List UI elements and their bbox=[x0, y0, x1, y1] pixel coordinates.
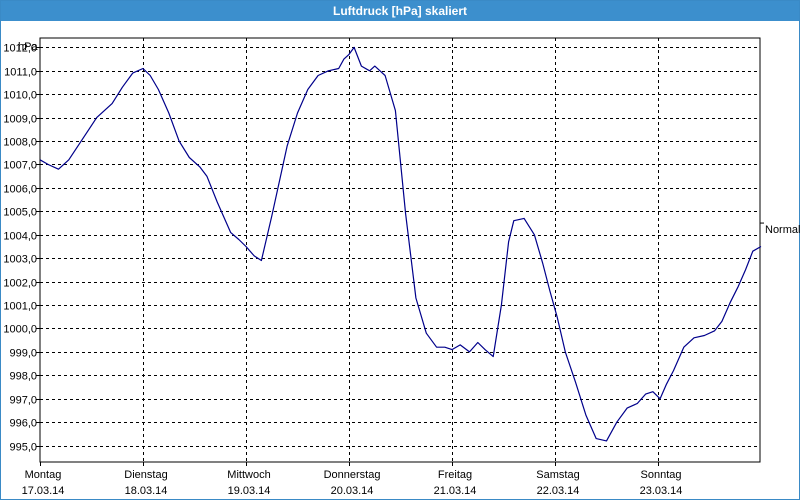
x-tick-label-date: 17.03.14 bbox=[22, 485, 65, 497]
y-tick-label: 1000,0 bbox=[3, 324, 37, 336]
y-tick-label: 999,0 bbox=[9, 348, 37, 360]
plot-frame bbox=[39, 37, 761, 463]
x-tick-label-date: 21.03.14 bbox=[434, 485, 477, 497]
reference-line-label: Normal bbox=[765, 224, 800, 236]
x-tick-label-day: Dienstag bbox=[124, 469, 167, 481]
y-tick-label: 1003,0 bbox=[3, 254, 37, 266]
y-tick-label: 1001,0 bbox=[3, 301, 37, 313]
y-tick-label: 1005,0 bbox=[3, 207, 37, 219]
x-tick-label-date: 18.03.14 bbox=[125, 485, 168, 497]
y-tick-label: 997,0 bbox=[9, 395, 37, 407]
y-tick-label: 1009,0 bbox=[3, 114, 37, 126]
y-tick-label: 1007,0 bbox=[3, 160, 37, 172]
y-axis-unit: hPa bbox=[18, 41, 38, 53]
y-tick-label: 996,0 bbox=[9, 418, 37, 430]
y-tick-label: 1008,0 bbox=[3, 137, 37, 149]
y-tick-label: 1011,0 bbox=[4, 67, 37, 79]
y-tick-label: 995,0 bbox=[9, 442, 37, 454]
window-title: Luftdruck [hPa] skaliert bbox=[1, 1, 799, 21]
x-tick-label-day: Freitag bbox=[438, 469, 472, 481]
x-tick-label-day: Sonntag bbox=[641, 469, 682, 481]
y-tick-label: 998,0 bbox=[9, 371, 37, 383]
x-tick-label-day: Samstag bbox=[536, 469, 579, 481]
x-tick-label-day: Donnerstag bbox=[324, 469, 381, 481]
x-tick-label-day: Montag bbox=[25, 469, 62, 481]
x-tick-label-date: 23.03.14 bbox=[640, 485, 683, 497]
y-tick-label: 1010,0 bbox=[3, 90, 37, 102]
x-tick-label-date: 19.03.14 bbox=[228, 485, 271, 497]
y-tick-label: 1012,0 bbox=[3, 43, 37, 55]
y-tick-label: 1004,0 bbox=[3, 231, 37, 243]
x-tick-label-date: 20.03.14 bbox=[331, 485, 374, 497]
y-tick-label: 1006,0 bbox=[3, 184, 37, 196]
pressure-series-line bbox=[39, 46, 762, 442]
x-tick-label-date: 22.03.14 bbox=[537, 485, 580, 497]
x-tick-label-day: Mittwoch bbox=[227, 469, 270, 481]
y-tick-label: 1002,0 bbox=[3, 278, 37, 290]
